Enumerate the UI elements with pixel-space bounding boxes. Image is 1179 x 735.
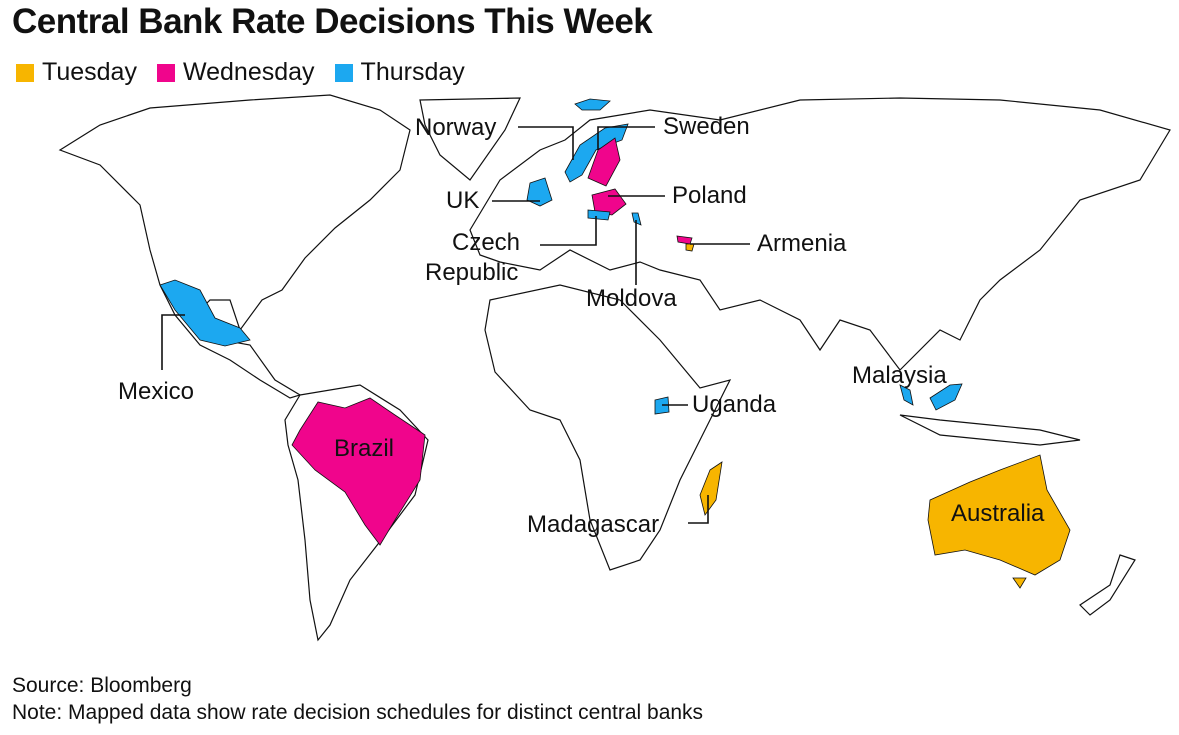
- label-australia: Australia: [951, 500, 1045, 527]
- country-iceland: [574, 98, 611, 111]
- country-mexico[interactable]: [159, 279, 251, 347]
- country-norway[interactable]: [564, 123, 629, 183]
- legend-label: Wednesday: [182, 58, 315, 86]
- legend-swatch-thursday: [334, 63, 353, 82]
- label-poland: Poland: [672, 182, 747, 209]
- label-brazil: Brazil: [334, 435, 394, 462]
- legend-swatch-tuesday: [16, 63, 34, 82]
- legend-item-tuesday: Tuesday: [16, 58, 137, 87]
- country-australia-tasmania: [1012, 577, 1027, 589]
- label-uganda: Uganda: [692, 391, 777, 418]
- country-uk[interactable]: [526, 177, 553, 207]
- indonesia: [899, 414, 1081, 446]
- eurasia: [469, 97, 1171, 371]
- africa: [484, 284, 732, 571]
- label-norway: Norway: [415, 114, 496, 141]
- label-czech-line2: Republic: [425, 259, 518, 286]
- label-mexico: Mexico: [118, 378, 194, 405]
- label-madagascar: Madagascar: [527, 511, 659, 538]
- new-zealand: [1079, 554, 1136, 616]
- country-brazil[interactable]: [291, 397, 426, 546]
- legend-item-wednesday: Wednesday: [156, 58, 315, 87]
- label-malaysia: Malaysia: [852, 362, 947, 389]
- label-uk: UK: [446, 187, 479, 214]
- map-title: Central Bank Rate Decisions This Week: [12, 2, 653, 41]
- legend: Tuesday Wednesday Thursday: [16, 58, 465, 87]
- label-moldova: Moldova: [586, 285, 677, 312]
- leader-czech: [540, 216, 597, 246]
- leader-madagascar: [688, 495, 709, 524]
- country-malaysia-east[interactable]: [929, 383, 963, 411]
- legend-label: Thursday: [360, 58, 465, 86]
- country-moldova[interactable]: [631, 212, 642, 226]
- footnote: Note: Mapped data show rate decision sch…: [12, 701, 704, 724]
- country-madagascar[interactable]: [699, 461, 723, 516]
- leader-mexico: [161, 314, 185, 370]
- leader-norway: [518, 126, 574, 160]
- label-czech-line1: Czech: [452, 229, 520, 256]
- label-armenia: Armenia: [757, 230, 847, 257]
- leader-sweden: [597, 126, 655, 150]
- label-sweden: Sweden: [663, 113, 750, 140]
- legend-label: Tuesday: [42, 58, 137, 86]
- north-america: [58, 94, 411, 399]
- country-czech-republic[interactable]: [587, 209, 611, 221]
- greenland: [419, 97, 521, 181]
- country-australia[interactable]: [927, 454, 1071, 576]
- legend-item-thursday: Thursday: [334, 58, 465, 87]
- legend-swatch-wednesday: [156, 63, 175, 82]
- source-note: Source: Bloomberg: [12, 674, 192, 697]
- country-sweden[interactable]: [587, 137, 621, 187]
- country-malaysia-west[interactable]: [899, 384, 914, 406]
